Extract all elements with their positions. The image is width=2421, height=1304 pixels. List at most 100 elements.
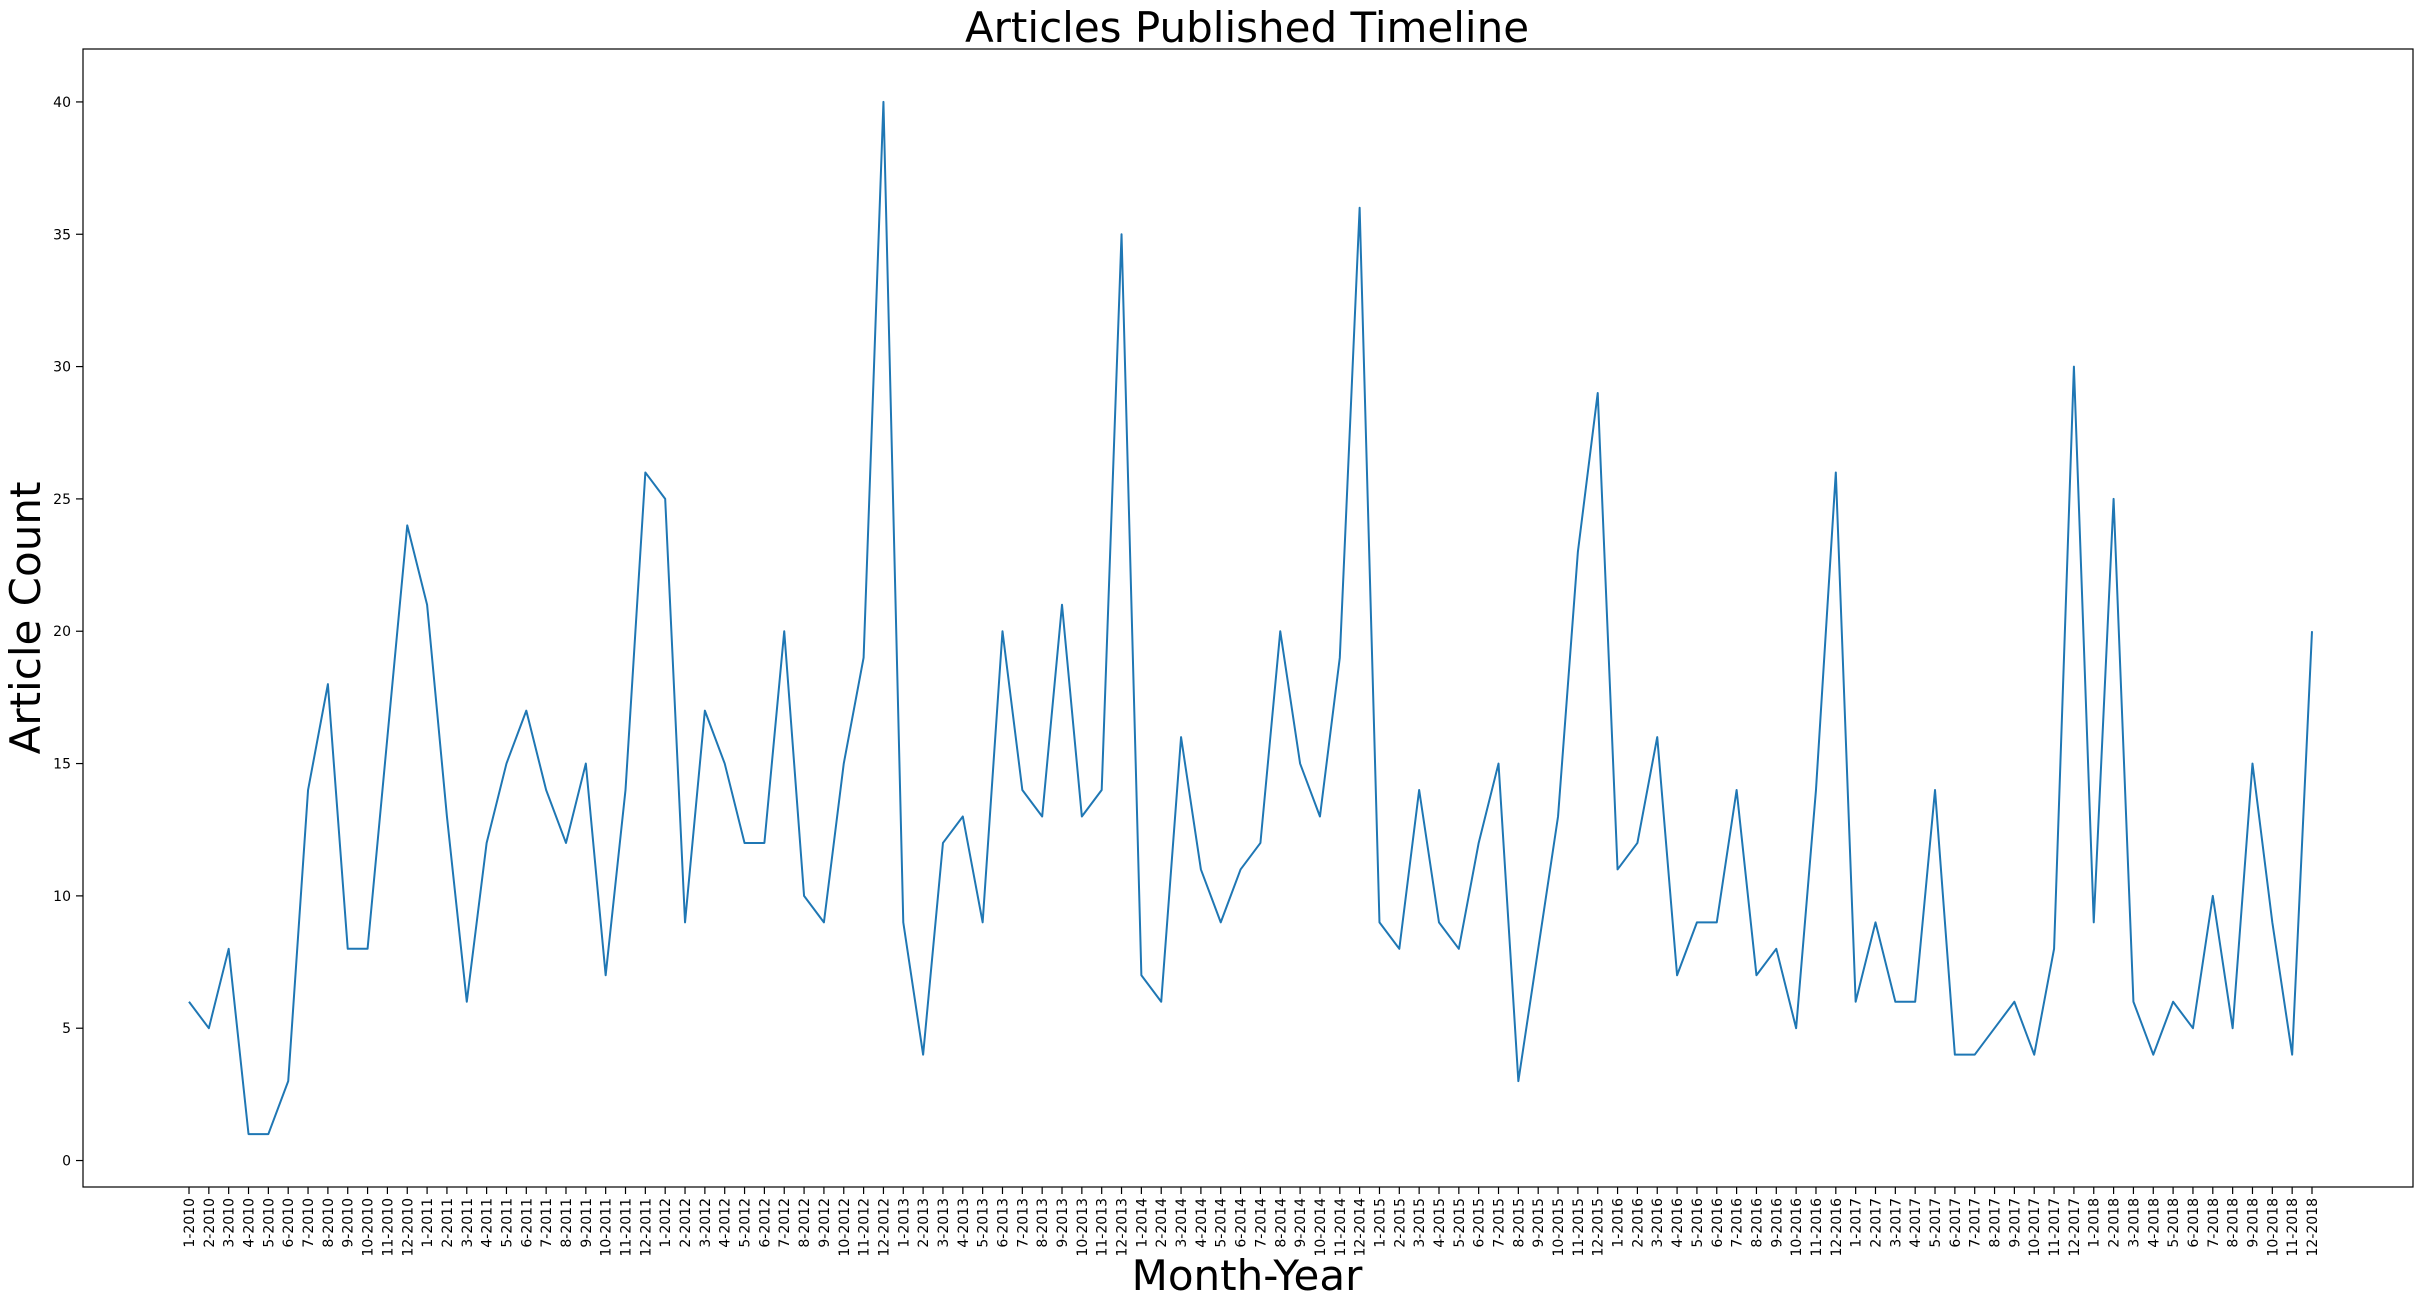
x-tick-label: 7-2014 <box>1253 1198 1269 1248</box>
x-tick-label: 4-2018 <box>2146 1198 2162 1248</box>
x-tick-label: 1-2015 <box>1372 1198 1388 1248</box>
x-tick-label: 8-2018 <box>2226 1198 2242 1248</box>
x-tick-label: 6-2012 <box>757 1198 773 1248</box>
x-tick-label: 4-2011 <box>480 1198 496 1248</box>
y-axis-label: Article Count <box>1 482 50 755</box>
x-tick-label: 1-2017 <box>1849 1198 1865 1248</box>
x-tick-label: 9-2013 <box>1055 1198 1071 1248</box>
x-tick-label: 11-2013 <box>1095 1198 1111 1257</box>
x-tick-label: 10-2015 <box>1551 1198 1567 1257</box>
x-tick-label: 4-2010 <box>242 1198 258 1248</box>
x-tick-label: 8-2015 <box>1511 1198 1527 1248</box>
x-tick-label: 6-2017 <box>1948 1198 1964 1248</box>
x-tick-label: 7-2011 <box>539 1198 555 1248</box>
x-tick-label: 2-2016 <box>1630 1198 1646 1248</box>
x-tick-label: 1-2011 <box>420 1198 436 1248</box>
x-tick-label: 11-2015 <box>1571 1198 1587 1257</box>
y-tick-label: 25 <box>53 492 71 508</box>
x-tick-label: 7-2010 <box>301 1198 317 1248</box>
x-tick-label: 7-2016 <box>1730 1198 1746 1248</box>
x-tick-label: 7-2017 <box>1968 1198 1984 1248</box>
x-tick-label: 3-2018 <box>2126 1198 2142 1248</box>
x-tick-label: 12-2016 <box>1829 1198 1845 1257</box>
x-tick-label: 9-2010 <box>341 1198 357 1248</box>
x-tick-label: 9-2018 <box>2245 1198 2261 1248</box>
x-tick-label: 8-2011 <box>559 1198 575 1248</box>
x-tick-label: 8-2012 <box>797 1198 813 1248</box>
x-tick-label: 6-2014 <box>1234 1198 1250 1248</box>
x-tick-label: 4-2015 <box>1432 1198 1448 1248</box>
x-tick-label: 11-2010 <box>380 1198 396 1257</box>
x-tick-label: 11-2011 <box>619 1198 635 1257</box>
x-tick-label: 1-2010 <box>182 1198 198 1248</box>
x-tick-label: 3-2013 <box>936 1198 952 1248</box>
x-tick-label: 11-2012 <box>857 1198 873 1257</box>
x-tick-label: 5-2018 <box>2166 1198 2182 1248</box>
x-tick-label: 3-2017 <box>1888 1198 1904 1248</box>
x-tick-label: 1-2018 <box>2087 1198 2103 1248</box>
x-tick-label: 6-2016 <box>1710 1198 1726 1248</box>
y-tick-label: 0 <box>62 1154 71 1170</box>
y-tick-label: 20 <box>53 624 71 640</box>
x-tick-label: 6-2011 <box>519 1198 535 1248</box>
x-tick-label: 5-2015 <box>1452 1198 1468 1248</box>
y-tick-label: 40 <box>53 95 71 111</box>
x-tick-label: 5-2016 <box>1690 1198 1706 1248</box>
x-tick-label: 7-2018 <box>2206 1198 2222 1248</box>
x-tick-label: 5-2013 <box>976 1198 992 1248</box>
x-tick-label: 4-2017 <box>1908 1198 1924 1248</box>
x-tick-label: 6-2018 <box>2186 1198 2202 1248</box>
x-axis: 1-2010 2-2010 3-2010 4-2010 5-2010 6-2010 7-20… <box>182 1187 2321 1257</box>
x-tick-label: 12-2010 <box>400 1198 416 1257</box>
x-tick-label: 7-2012 <box>777 1198 793 1248</box>
x-tick-label: 12-2018 <box>2305 1198 2321 1257</box>
x-tick-label: 3-2014 <box>1174 1198 1190 1248</box>
x-tick-label: 1-2013 <box>896 1198 912 1248</box>
x-tick-label: 11-2014 <box>1333 1198 1349 1257</box>
x-tick-label: 4-2013 <box>956 1198 972 1248</box>
x-tick-label: 9-2011 <box>579 1198 595 1248</box>
x-tick-label: 8-2014 <box>1273 1198 1289 1248</box>
x-tick-label: 12-2012 <box>876 1198 892 1257</box>
x-tick-label: 6-2015 <box>1472 1198 1488 1248</box>
x-tick-label: 10-2012 <box>837 1198 853 1257</box>
x-tick-label: 10-2018 <box>2265 1198 2281 1257</box>
chart-title: Articles Published Timeline <box>965 3 1529 52</box>
x-tick-label: 5-2017 <box>1928 1198 1944 1248</box>
x-tick-label: 2-2013 <box>916 1198 932 1248</box>
x-tick-label: 2-2014 <box>1154 1198 1170 1248</box>
x-tick-label: 3-2012 <box>698 1198 714 1248</box>
x-tick-label: 6-2013 <box>995 1198 1011 1248</box>
y-tick-label: 30 <box>53 360 71 376</box>
x-tick-label: 12-2013 <box>1115 1198 1131 1257</box>
plot-area <box>82 48 2414 1188</box>
x-tick-label: 9-2014 <box>1293 1198 1309 1248</box>
x-axis-label: Month-Year <box>1132 1251 1363 1300</box>
x-tick-label: 3-2010 <box>222 1198 238 1248</box>
x-tick-label: 7-2013 <box>1015 1198 1031 1248</box>
x-tick-label: 2-2015 <box>1392 1198 1408 1248</box>
y-tick-label: 15 <box>53 757 71 773</box>
x-tick-label: 9-2012 <box>817 1198 833 1248</box>
x-tick-label: 10-2017 <box>2027 1198 2043 1257</box>
x-tick-label: 2-2010 <box>202 1198 218 1248</box>
x-tick-label: 5-2011 <box>499 1198 515 1248</box>
x-tick-label: 2-2017 <box>1868 1198 1884 1248</box>
x-tick-label: 5-2010 <box>261 1198 277 1248</box>
series-line <box>188 100 2313 1136</box>
y-tick-label: 35 <box>53 227 71 243</box>
x-tick-label: 7-2015 <box>1492 1198 1508 1248</box>
x-tick-label: 12-2011 <box>638 1198 654 1257</box>
x-tick-label: 11-2017 <box>2047 1198 2063 1257</box>
x-tick-label: 10-2011 <box>599 1198 615 1257</box>
x-tick-label: 3-2015 <box>1412 1198 1428 1248</box>
y-tick-label: 5 <box>62 1021 71 1037</box>
y-axis: 0 5 10 15 20 25 30 35 40 <box>53 95 83 1170</box>
x-tick-label: 10-2016 <box>1789 1198 1805 1257</box>
x-tick-label: 9-2015 <box>1531 1198 1547 1248</box>
x-tick-label: 4-2012 <box>718 1198 734 1248</box>
x-tick-label: 9-2017 <box>2007 1198 2023 1248</box>
x-tick-label: 11-2016 <box>1809 1198 1825 1257</box>
x-tick-label: 12-2017 <box>2067 1198 2083 1257</box>
